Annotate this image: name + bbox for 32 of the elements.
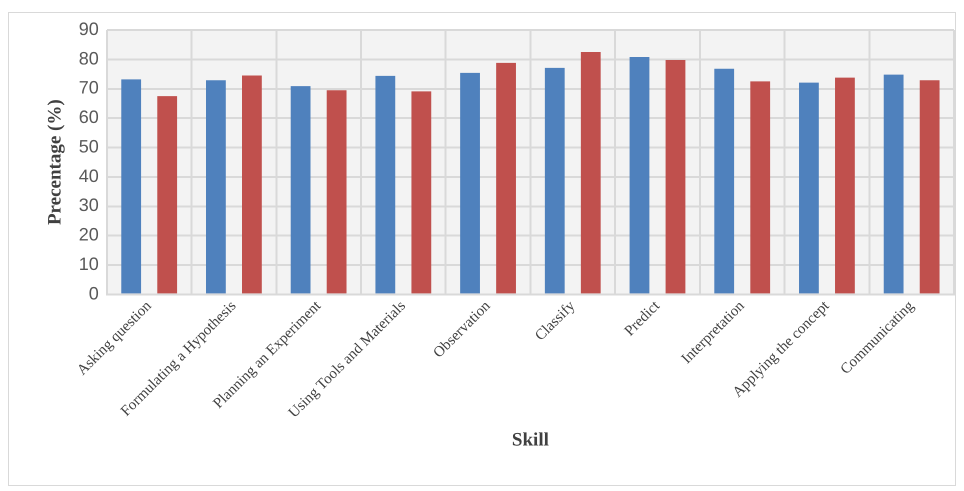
y-tick-label: 30 xyxy=(78,195,99,216)
y-tick-label: 20 xyxy=(78,224,99,245)
y-axis-title: Precentage (%) xyxy=(44,99,66,226)
bar xyxy=(884,74,904,294)
y-tick-label: 70 xyxy=(78,78,99,98)
bar xyxy=(496,62,516,294)
y-tick-label: 40 xyxy=(78,166,99,186)
bar xyxy=(157,96,178,294)
y-tick-label: 0 xyxy=(88,283,99,304)
bar xyxy=(206,80,226,294)
y-tick-label: 50 xyxy=(78,136,99,156)
bar xyxy=(544,68,565,294)
bar xyxy=(714,68,734,294)
bar xyxy=(375,76,396,294)
bar xyxy=(290,86,311,294)
bar xyxy=(411,91,432,294)
bar xyxy=(326,90,347,294)
bar xyxy=(121,79,142,294)
bar xyxy=(242,76,262,294)
x-axis-title: Skill xyxy=(512,430,549,451)
bar xyxy=(460,72,480,294)
y-tick-label: 60 xyxy=(78,107,99,128)
bar xyxy=(799,82,819,294)
bar xyxy=(920,80,940,294)
bar xyxy=(835,78,855,294)
y-tick-label: 90 xyxy=(78,18,99,39)
bar xyxy=(750,81,770,294)
y-tick-label: 80 xyxy=(78,48,99,68)
bar xyxy=(630,57,650,294)
bar xyxy=(666,60,686,294)
y-tick-label: 10 xyxy=(78,254,99,274)
bar xyxy=(580,52,601,294)
